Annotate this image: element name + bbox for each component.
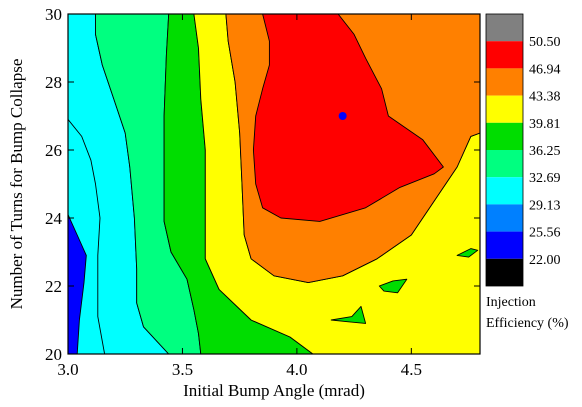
legend-level-8: 50.50 <box>529 35 561 50</box>
legend-swatch-5 <box>486 150 523 178</box>
legend-level-7: 46.94 <box>529 62 561 77</box>
legend-level-1: 25.56 <box>529 226 561 241</box>
legend-swatch-6 <box>486 177 523 205</box>
y-tick-label-2: 24 <box>45 209 63 228</box>
y-tick-label-4: 28 <box>45 73 62 92</box>
legend-swatch-9 <box>486 258 523 286</box>
contour-region-8 <box>378 278 408 294</box>
contour-region-6 <box>252 14 444 222</box>
contour-region-7 <box>330 305 367 324</box>
contour-regions <box>68 14 480 354</box>
y-tick-label-5: 30 <box>45 5 62 24</box>
contour-region-9 <box>456 248 479 258</box>
legend-swatch-8 <box>486 231 523 259</box>
legend-swatch-4 <box>486 122 523 150</box>
legend-level-5: 39.81 <box>529 117 561 132</box>
legend-swatch-2 <box>486 68 523 96</box>
legend-level-3: 32.69 <box>529 171 561 186</box>
legend-swatch-0 <box>486 14 523 42</box>
legend-title-line-1: Injection <box>486 295 536 310</box>
x-axis-label: Initial Bump Angle (mrad) <box>183 381 365 400</box>
y-tick-label-1: 22 <box>45 277 62 296</box>
legend-swatch-1 <box>486 41 523 69</box>
x-tick-label-3: 4.5 <box>401 360 422 379</box>
optimum-marker <box>338 112 347 120</box>
axis-ticks: 3.0 3.5 4.0 4.5 20 22 24 26 28 30 <box>45 5 480 379</box>
x-tick-label-1: 3.5 <box>172 360 193 379</box>
legend-title-line-2: Efficiency (%) <box>486 316 569 331</box>
legend-level-6: 43.38 <box>529 90 561 105</box>
marker-layer <box>338 112 347 120</box>
y-tick-label-3: 26 <box>45 141 62 160</box>
legend-frame <box>485 13 524 287</box>
y-axis-label: Number of Turns for Bump Collapse <box>7 59 26 310</box>
y-tick-label-0: 20 <box>45 345 62 364</box>
plot-frame <box>67 13 481 355</box>
color-legend: 22.00 25.56 29.13 32.69 36.25 39.81 43.38 46.94… <box>485 13 561 287</box>
legend-swatch-3 <box>486 95 523 123</box>
x-tick-label-0: 3.0 <box>57 360 78 379</box>
legend-level-0: 22.00 <box>529 253 561 268</box>
legend-level-2: 29.13 <box>529 198 561 213</box>
x-tick-label-2: 4.0 <box>286 360 307 379</box>
legend-swatch-7 <box>486 204 523 232</box>
legend-level-4: 36.25 <box>529 144 561 159</box>
